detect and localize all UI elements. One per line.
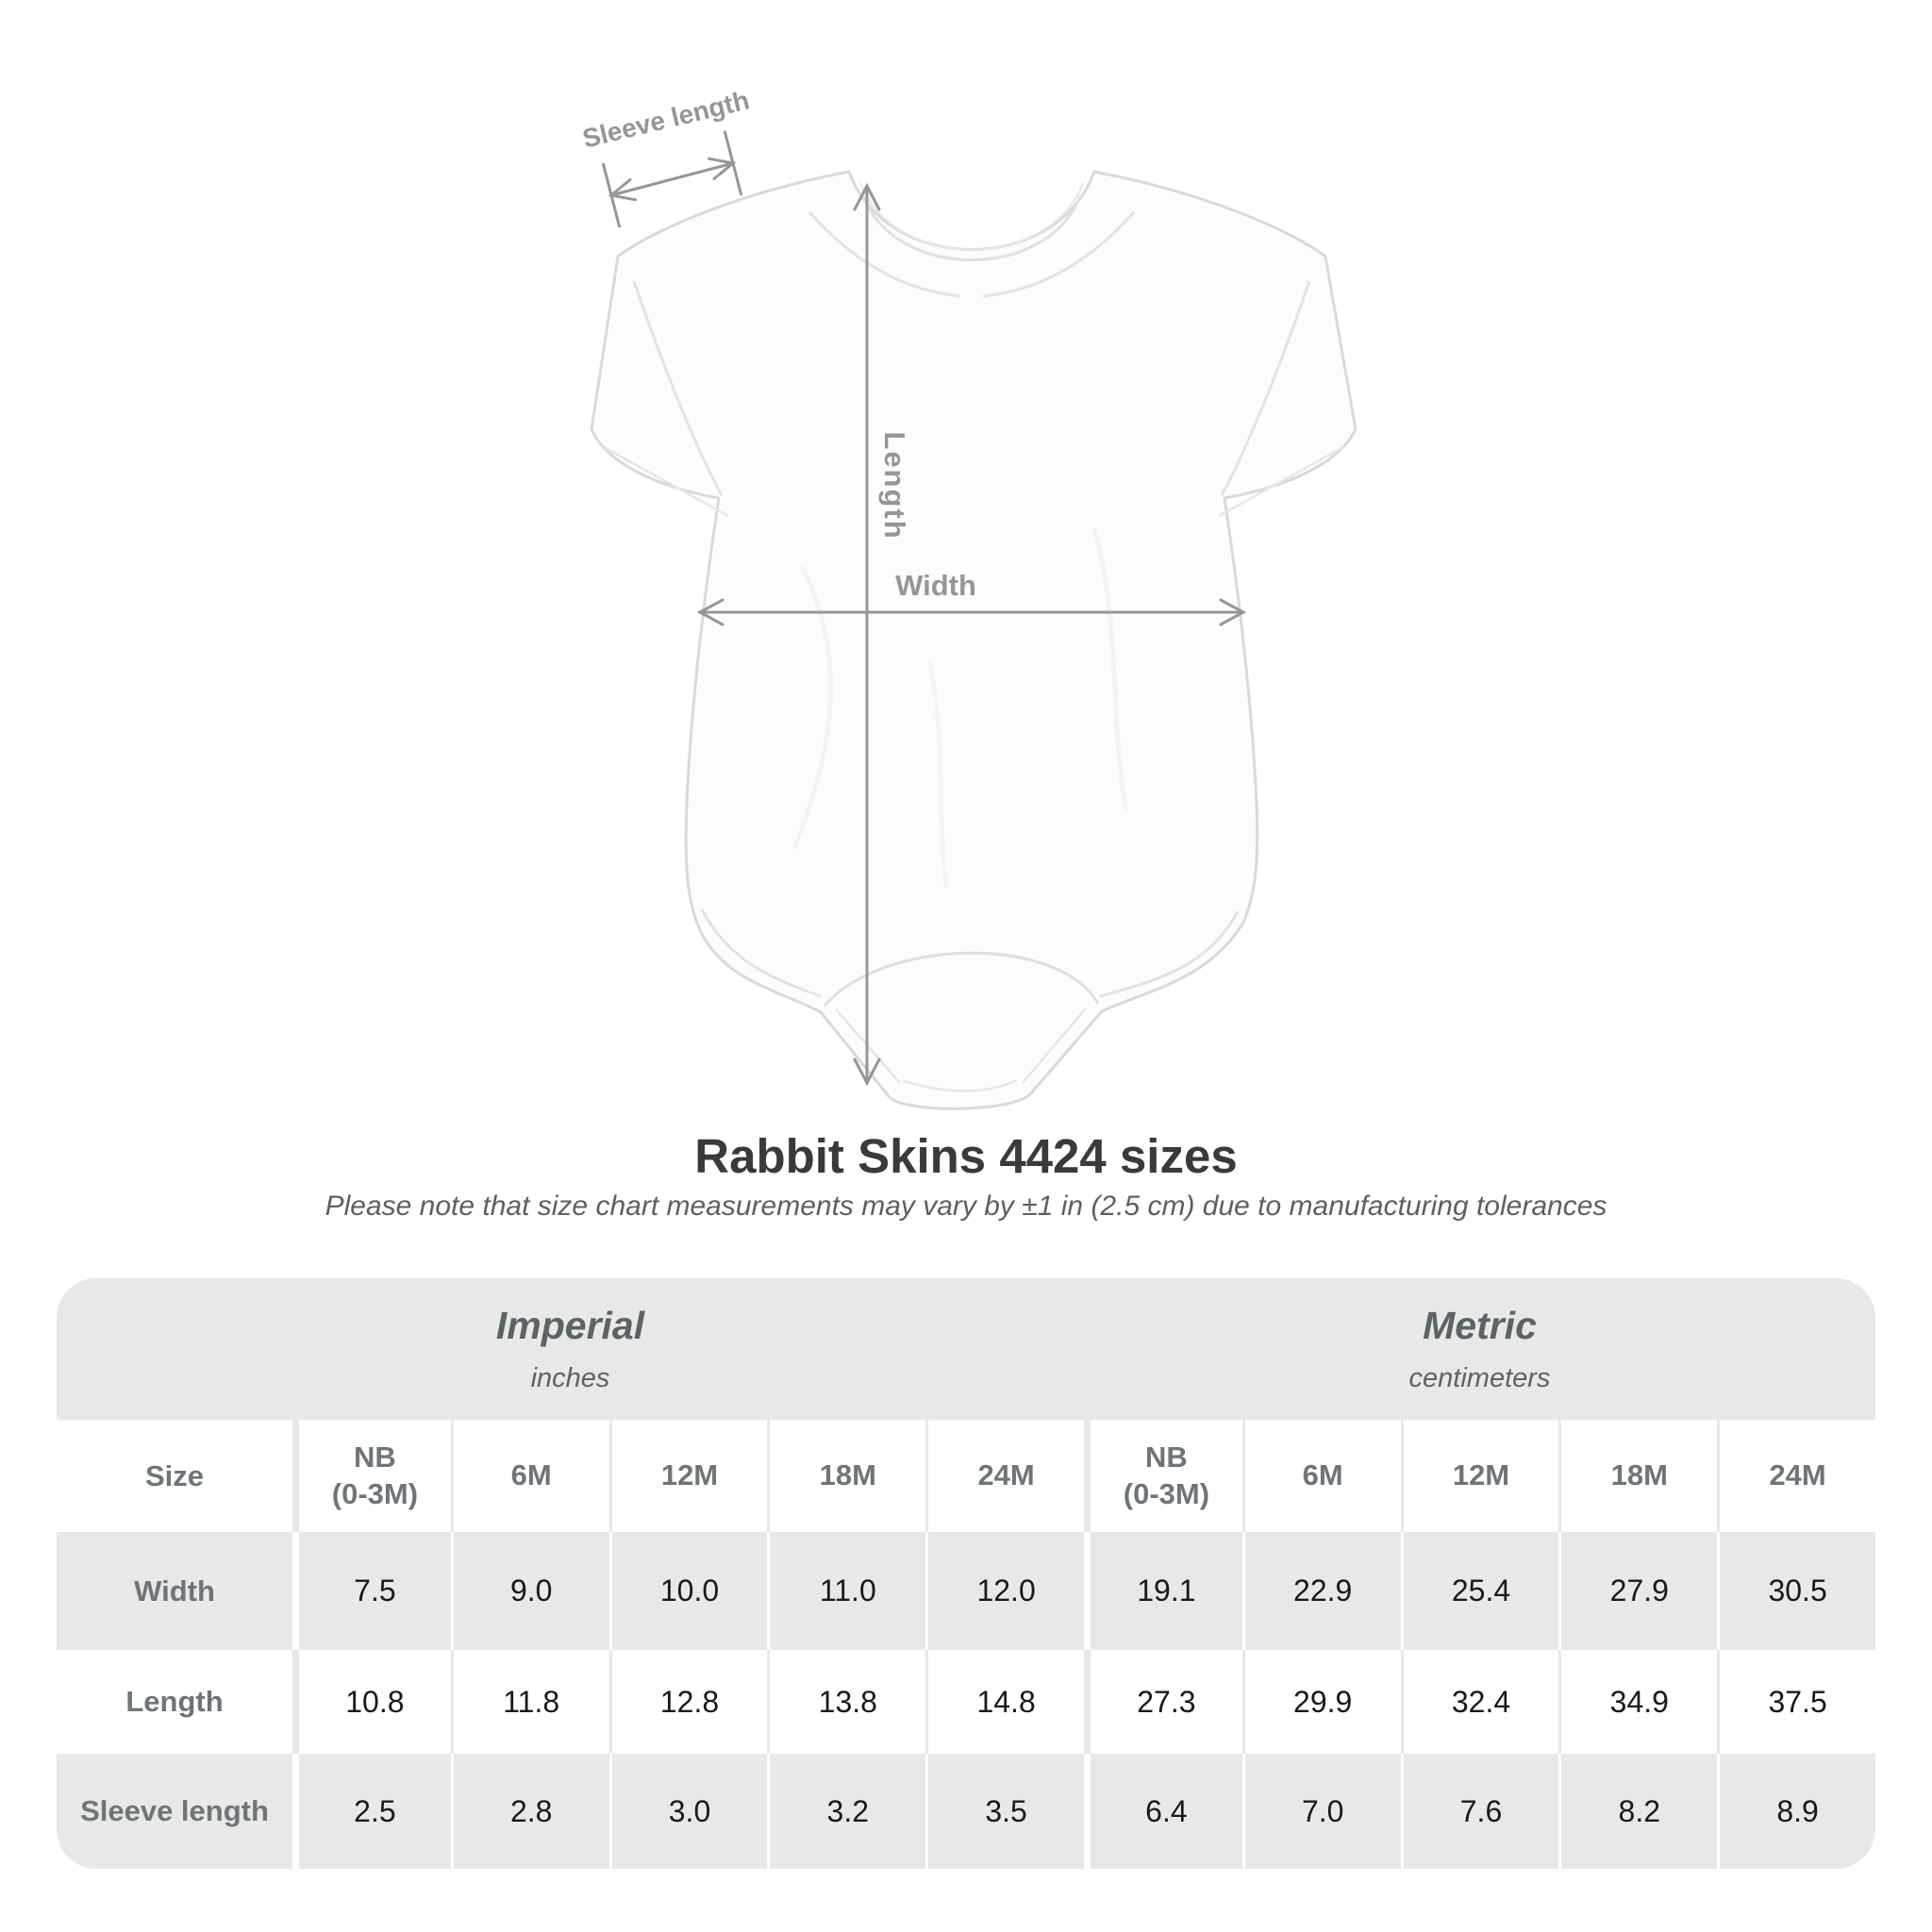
column-header: 6M (1241, 1420, 1401, 1532)
row-label-length: Length (125, 1685, 224, 1718)
column-header: 24M (925, 1420, 1084, 1532)
table-cell: 7.0 (1241, 1754, 1401, 1869)
column-header: 18M (1558, 1420, 1717, 1532)
page-subtitle: Please note that size chart measurements… (325, 1191, 1607, 1222)
onesie-illustration (590, 130, 1357, 1110)
table-cell: 2.5 (292, 1754, 451, 1869)
group-label: Metric (1423, 1304, 1537, 1347)
table-cell: 14.8 (925, 1650, 1084, 1754)
group-header-imperial: Imperial inches (57, 1278, 1084, 1420)
width-label: Width (895, 569, 976, 602)
table-cell: 22.9 (1241, 1532, 1401, 1650)
column-header: 18M (767, 1420, 925, 1532)
table-row-width: Width 7.5 9.0 10.0 11.0 12.0 19.1 22.9 2… (57, 1532, 1875, 1650)
page-title: Rabbit Skins 4424 sizes (694, 1129, 1238, 1183)
table-group-header-row: Imperial inches Metric centimeters (57, 1278, 1875, 1420)
row-label-sleeve-length: Sleeve length (80, 1794, 269, 1827)
table-cell: 10.8 (292, 1650, 451, 1754)
table-cell: 13.8 (767, 1650, 925, 1754)
onesie-body (590, 170, 1357, 1110)
column-header: 12M (1400, 1420, 1559, 1532)
group-label: Imperial (495, 1304, 645, 1347)
table-cell: 37.5 (1717, 1650, 1875, 1754)
corner-cell-size: Size (144, 1458, 205, 1492)
column-header: NB (0-3M) (1084, 1420, 1242, 1532)
table-cell: 9.0 (450, 1532, 609, 1650)
table-cell: 25.4 (1400, 1532, 1559, 1650)
table-cell: 3.5 (925, 1754, 1084, 1869)
garment-diagram: Sleeve length Length Width (580, 85, 1357, 1110)
table-cell: 3.2 (767, 1754, 925, 1869)
length-label: Length (878, 431, 911, 541)
table-cell: 27.9 (1558, 1532, 1717, 1650)
table-cell: 10.0 (608, 1532, 768, 1650)
table-cell: 19.1 (1084, 1532, 1242, 1650)
table-cell: 2.8 (450, 1754, 609, 1869)
table-cell: 6.4 (1084, 1754, 1242, 1869)
column-header: 6M (450, 1420, 609, 1532)
group-header-metric: Metric centimeters (1084, 1278, 1875, 1420)
table-cell: 12.8 (608, 1650, 768, 1754)
table-cell: 7.6 (1400, 1754, 1559, 1869)
table-header-row: Size NB (0-3M) 6M 12M 18M 24M NB (0-3M) … (57, 1420, 1875, 1532)
table-row-sleeve-length: Sleeve length 2.5 2.8 3.0 3.2 3.5 6.4 7.… (57, 1754, 1875, 1869)
column-header: NB (0-3M) (292, 1420, 451, 1532)
table-cell: 12.0 (925, 1532, 1084, 1650)
table-cell: 7.5 (292, 1532, 451, 1650)
width-arrow (696, 598, 1247, 626)
table-cell: 11.0 (767, 1532, 925, 1650)
column-header: 12M (608, 1420, 768, 1532)
table-cell: 8.2 (1558, 1754, 1717, 1869)
table-cell: 27.3 (1084, 1650, 1242, 1754)
group-unit: centimeters (1408, 1363, 1551, 1393)
table-row-length: Length 10.8 11.8 12.8 13.8 14.8 27.3 29.… (57, 1650, 1875, 1754)
table-cell: 34.9 (1558, 1650, 1717, 1754)
table-cell: 30.5 (1717, 1532, 1875, 1650)
size-table: Imperial inches Metric centimeters Size … (57, 1278, 1875, 1869)
group-unit: inches (530, 1363, 610, 1393)
sleeve-length-arrow (602, 130, 742, 228)
table-cell: 32.4 (1400, 1650, 1559, 1754)
length-arrow (853, 182, 881, 1087)
column-header: 24M (1717, 1420, 1875, 1532)
table-cell: 8.9 (1717, 1754, 1875, 1869)
row-label-width: Width (134, 1574, 215, 1607)
table-cell: 29.9 (1241, 1650, 1401, 1754)
table-cell: 3.0 (608, 1754, 768, 1869)
table-cell: 11.8 (450, 1650, 609, 1754)
